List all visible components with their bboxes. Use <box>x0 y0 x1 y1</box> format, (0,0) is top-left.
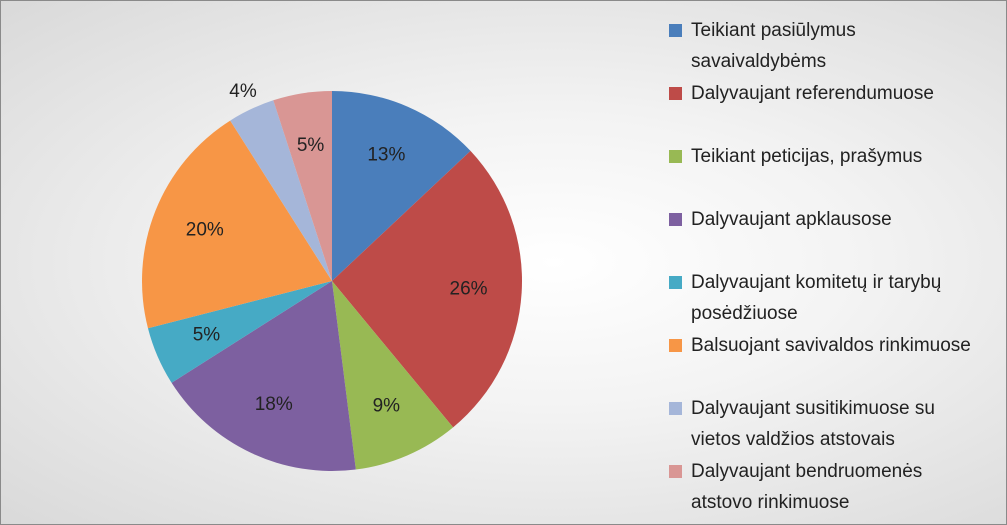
legend-item: Dalyvaujant bendruomenės atstovo rinkimu… <box>669 456 986 519</box>
data-label: 9% <box>373 396 401 417</box>
legend-swatch <box>669 465 682 478</box>
legend-label: Dalyvaujant referendumuose <box>691 83 934 104</box>
pie-slice <box>230 100 332 282</box>
data-label: 26% <box>450 279 488 300</box>
legend-swatch <box>669 87 682 100</box>
legend-swatch <box>669 213 682 226</box>
legend-item: Teikiant pasiūlymus savaivaldybėms <box>669 15 986 78</box>
legend-label: Dalyvaujant bendruomenės atstovo rinkimu… <box>691 461 923 513</box>
legend-label: Teikiant peticijas, prašymus <box>691 146 923 167</box>
pie-slice <box>332 150 523 428</box>
legend-label: Dalyvaujant susitikimuose su vietos vald… <box>691 398 935 450</box>
legend-swatch <box>669 339 682 352</box>
legend-item: Balsuojant savivaldos rinkimuose <box>669 330 986 393</box>
legend-swatch <box>669 402 682 415</box>
pie-slice <box>332 281 454 470</box>
pie-slice <box>142 120 332 329</box>
data-label: 20% <box>186 220 224 241</box>
legend-item: Dalyvaujant apklausose <box>669 204 986 267</box>
legend-swatch <box>669 24 682 37</box>
legend-item: Dalyvaujant referendumuose <box>669 78 986 141</box>
legend-item: Dalyvaujant komitetų ir tarybų posėdžiuo… <box>669 267 986 330</box>
legend-swatch <box>669 150 682 163</box>
legend-label: Teikiant pasiūlymus savaivaldybėms <box>691 20 856 72</box>
pie-slice <box>171 281 356 472</box>
pie-slice <box>332 91 471 281</box>
legend: Teikiant pasiūlymus savaivaldybėms Dalyva… <box>669 15 999 519</box>
legend-item: Teikiant peticijas, prašymus <box>669 141 986 204</box>
data-label: 5% <box>193 324 221 345</box>
pie-slice <box>147 281 332 383</box>
legend-item: Dalyvaujant susitikimuose su vietos vald… <box>669 393 986 456</box>
legend-label: Balsuojant savivaldos rinkimuose <box>691 335 971 356</box>
legend-swatch <box>669 276 682 289</box>
data-label: 18% <box>255 394 293 415</box>
data-label: 5% <box>297 135 325 156</box>
data-label: 13% <box>367 144 405 165</box>
legend-label: Dalyvaujant apklausose <box>691 209 892 230</box>
legend-label: Dalyvaujant komitetų ir tarybų posėdžiuo… <box>691 272 942 324</box>
pie-slice <box>273 91 332 281</box>
data-label: 4% <box>229 81 257 102</box>
